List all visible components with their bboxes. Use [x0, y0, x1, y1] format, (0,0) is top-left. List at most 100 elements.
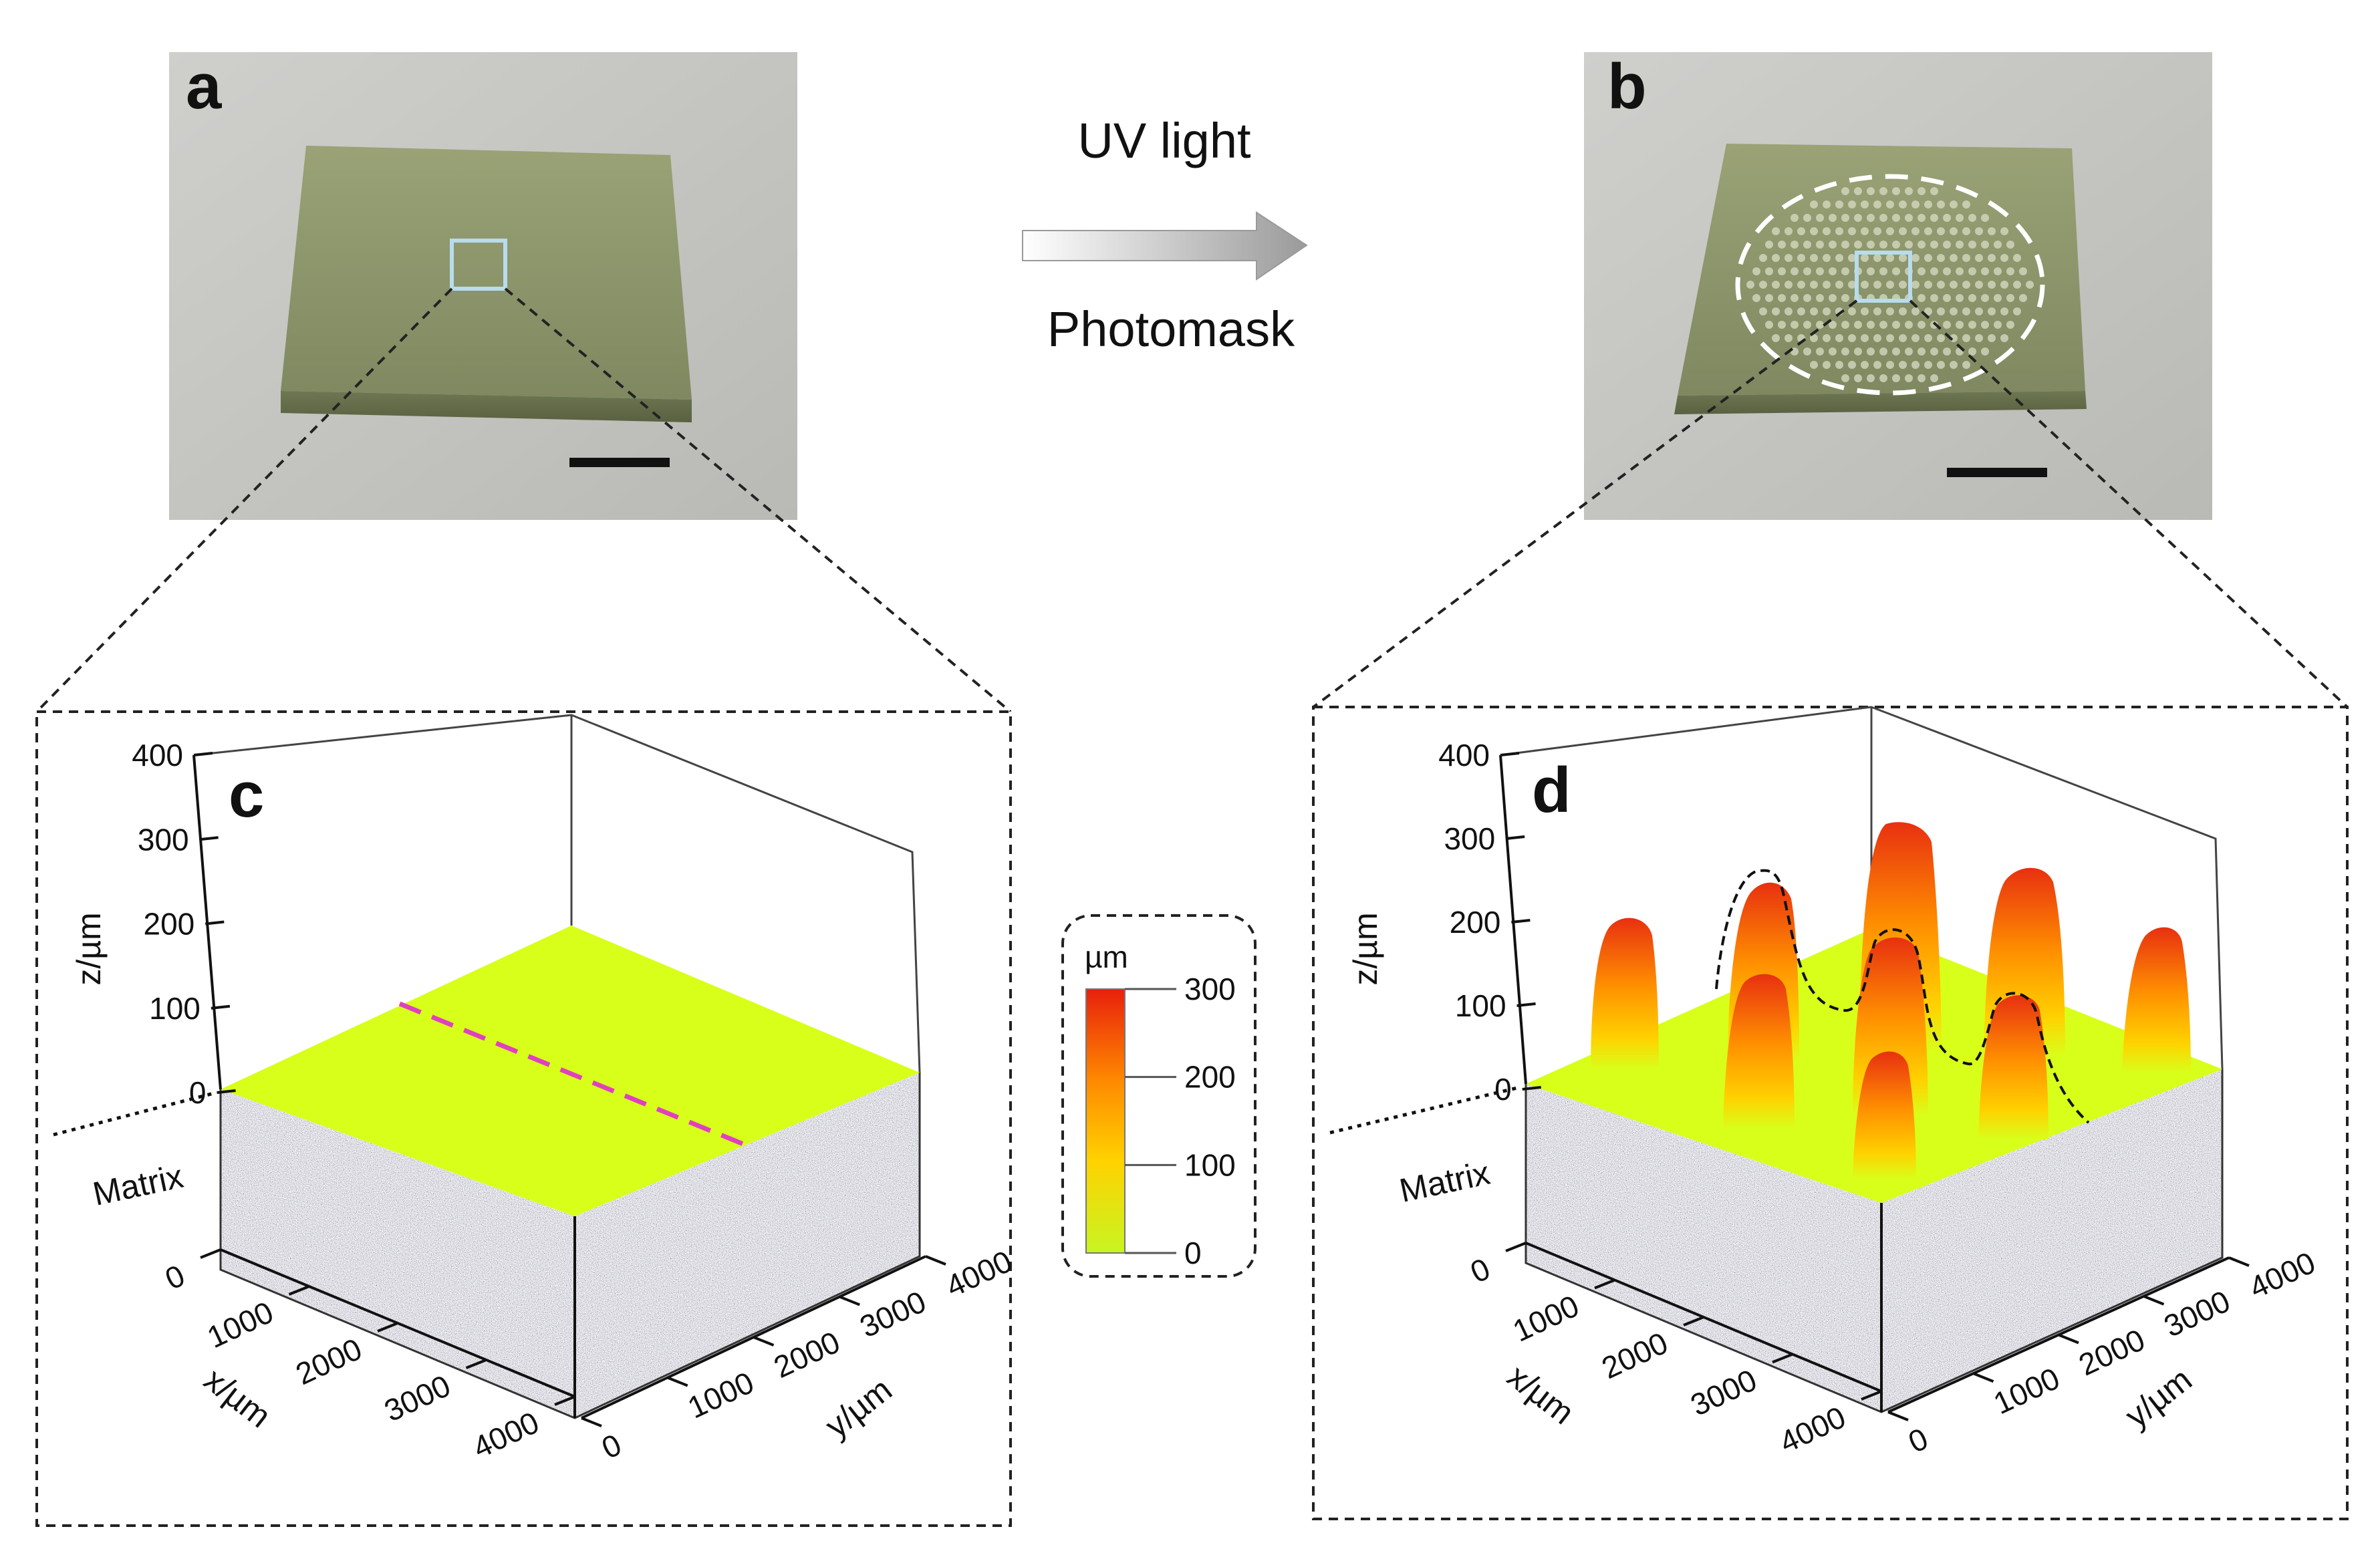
- photo-b-microstructure-dot: [1867, 267, 1875, 275]
- photo-b-microstructure-dot: [2013, 281, 2021, 289]
- photo-b-microstructure-dot: [1765, 294, 1773, 302]
- panel-c-y-tick-mark: [753, 1336, 775, 1347]
- photo-b-microstructure-dot: [1854, 321, 1862, 329]
- photo-b-microstructure-dot: [1854, 241, 1862, 249]
- photo-b-microstructure-dot: [1803, 267, 1811, 275]
- photo-b-microstructure-dot: [1994, 267, 2002, 275]
- photo-b-microstructure-dot: [2026, 281, 2034, 289]
- photo-b-microstructure-dot: [1784, 227, 1793, 235]
- photo-b-microstructure-dot: [1797, 254, 1805, 262]
- photo-b-microstructure-dot: [1873, 361, 1881, 369]
- panel-c-y-tick-mark: [581, 1417, 602, 1427]
- photo-b-microstructure-dot: [1823, 361, 1831, 369]
- panel-d-y-tick-mark: [2228, 1256, 2250, 1267]
- photo-b-sample-edge: [1674, 391, 2087, 414]
- photo-b-microstructure-dot: [1943, 321, 1951, 329]
- panel-c-z-tick-label: 300: [138, 822, 189, 857]
- panel-c-x-tick-mark: [554, 1395, 575, 1406]
- uv-light-label: UV light: [1077, 113, 1251, 168]
- panel-d-peak: [1591, 918, 1659, 1069]
- photo-b-microstructure-dot: [1981, 267, 1989, 275]
- photo-b-microstructure-dot: [1835, 227, 1843, 235]
- photo-b-microstructure-dot: [1905, 321, 1913, 329]
- photo-b-scale-bar: [1947, 468, 2047, 477]
- photo-b-microstructure-dot: [1765, 241, 1773, 249]
- panel-d-zero-level-line: [1329, 1086, 1518, 1135]
- photo-b-microstructure-dot: [1835, 200, 1843, 208]
- photo-a-sample-edge: [281, 391, 692, 422]
- panel-d-x-tick-mark: [1594, 1278, 1615, 1290]
- photo-b-microstructure-dot: [1873, 254, 1881, 262]
- photo-b-microstructure-dot: [1835, 334, 1843, 342]
- photo-b-microstructure-dot: [1867, 187, 1875, 195]
- photo-b-microstructure-dot: [1772, 227, 1780, 235]
- photo-b-microstructure-dot: [1911, 307, 1920, 315]
- photo-b-microstructure-dot: [1924, 227, 1932, 235]
- panel-c-z-ticks: 400 300 200 100 0: [132, 738, 236, 1110]
- photo-b-microstructure-dot: [2000, 307, 2008, 315]
- panel-d-peak: [2122, 927, 2191, 1073]
- photo-b-microstructure-dot: [1950, 361, 1958, 369]
- photo-b-microstructure-dot: [1752, 294, 1760, 302]
- panel-c-z-tick-label: 100: [149, 991, 201, 1026]
- panel-d-z-tick-label: 300: [1444, 821, 1495, 856]
- photo-b-microstructure-dot: [1823, 227, 1831, 235]
- photo-b-microstructure-dot: [1778, 267, 1786, 275]
- photo-b-microstructure-dot: [1861, 334, 1869, 342]
- photo-b-microstructure-dot: [1962, 307, 1970, 315]
- photo-b-microstructure-dot: [1899, 200, 1907, 208]
- photo-b-microstructure-dot: [1988, 227, 1996, 235]
- photo-b-microstructure-dot: [1816, 214, 1824, 222]
- photo-b-microstructure-dot: [1797, 281, 1805, 289]
- photo-b-microstructure-dot: [1892, 347, 1900, 356]
- photo-b-microstructure-dot: [1886, 200, 1894, 208]
- photo-b-microstructure-dot: [1803, 241, 1811, 249]
- photo-b-microstructure-dot: [1918, 294, 1926, 302]
- photo-b-microstructure-dot: [1848, 361, 1856, 369]
- panel-c-y-tick-mark: [925, 1255, 946, 1266]
- photo-b-microstructure-dot: [1905, 347, 1913, 356]
- photo-b-microstructure-dot: [1930, 374, 1938, 382]
- photo-b-microstructure-dot: [1803, 321, 1811, 329]
- photo-b-microstructure-dot: [1861, 200, 1869, 208]
- panel-c-z-axis: [192, 754, 222, 1090]
- photo-b-microstructure-dot: [1918, 187, 1926, 195]
- photo-b-microstructure-dot: [1829, 241, 1837, 249]
- photo-b-microstructure-dot: [1930, 214, 1938, 222]
- photo-a: a: [169, 51, 797, 520]
- photo-b-microstructure-dot: [1823, 334, 1831, 342]
- colorbar-gradient: [1085, 988, 1126, 1254]
- photo-b-microstructure-dot: [1848, 227, 1856, 235]
- photo-b-microstructure-dot: [1784, 334, 1793, 342]
- photo-b-microstructure-dot: [1937, 200, 1945, 208]
- process-arrow-group: UV light Photomask: [1022, 113, 1308, 357]
- photo-b-microstructure-dot: [1765, 267, 1773, 275]
- colorbar-ticks: 300 200 100 0: [1125, 972, 1236, 1270]
- photo-b-microstructure-dot: [1968, 241, 1976, 249]
- photo-a-sample-top: [281, 146, 692, 400]
- panel-d-z-tick-mark: [1505, 835, 1525, 840]
- photo-b-microstructure-dot: [1968, 321, 1976, 329]
- photo-b-microstructure-dot: [2006, 267, 2014, 275]
- photo-a-scale-bar: [569, 458, 670, 467]
- photo-b-microstructure-dot: [1886, 227, 1894, 235]
- photo-b-microstructure-dot: [1765, 321, 1773, 329]
- photo-b-microstructure-dot: [2019, 294, 2027, 302]
- panel-c-profile-line: [398, 1001, 745, 1147]
- photo-b-microstructure-dot: [1867, 321, 1875, 329]
- photo-b-microstructure-dot: [1930, 294, 1938, 302]
- photo-b-microstructure-dot: [1759, 254, 1767, 262]
- photo-b-microstructure-dot: [1854, 187, 1862, 195]
- photo-b-microstructure-dot: [1994, 321, 2002, 329]
- photo-b-microstructure-dot: [2000, 281, 2008, 289]
- panel-c-z-tick-mark: [193, 752, 213, 756]
- photo-b-microstructure-dot: [1918, 347, 1926, 356]
- photo-b-microstructure-dot: [1829, 214, 1837, 222]
- photo-b-microstructure-dot: [1791, 241, 1799, 249]
- photomask-label: Photomask: [1047, 301, 1295, 357]
- photo-b-microstructure-dot: [1905, 187, 1913, 195]
- colorbar-tick-label: 300: [1184, 972, 1236, 1006]
- panel-c-x-tick-mark: [377, 1322, 398, 1333]
- photo-b-microstructure-dot: [1886, 281, 1894, 289]
